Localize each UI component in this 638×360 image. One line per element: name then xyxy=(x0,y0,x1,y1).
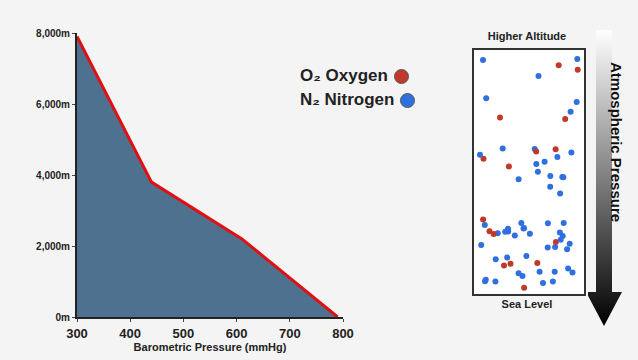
svg-text:300: 300 xyxy=(66,326,88,341)
svg-text:6,000m: 6,000m xyxy=(36,99,70,110)
svg-text:0m: 0m xyxy=(56,312,71,323)
svg-text:600: 600 xyxy=(226,326,248,341)
html-text:Higher Altitude: Higher Altitude xyxy=(487,30,567,42)
svg-text:2,000m: 2,000m xyxy=(36,241,70,252)
svg-text:400: 400 xyxy=(119,326,141,341)
svg-text:4,000m: 4,000m xyxy=(36,170,70,181)
svg-text:Barometric Pressure (mmHg): Barometric Pressure (mmHg) xyxy=(134,341,287,353)
svg-text:8,000m: 8,000m xyxy=(36,28,70,39)
svg-text:500: 500 xyxy=(173,326,195,341)
html-text:Atmospheric Pressure: Atmospheric Pressure xyxy=(608,62,625,223)
html-text:N₂ Nitrogen: N₂ Nitrogen xyxy=(300,90,395,109)
html-text:Sea Level: Sea Level xyxy=(501,298,553,310)
svg-text:700: 700 xyxy=(279,326,301,341)
svg-text:800: 800 xyxy=(332,326,354,341)
html-text:O₂ Oxygen: O₂ Oxygen xyxy=(300,66,388,85)
